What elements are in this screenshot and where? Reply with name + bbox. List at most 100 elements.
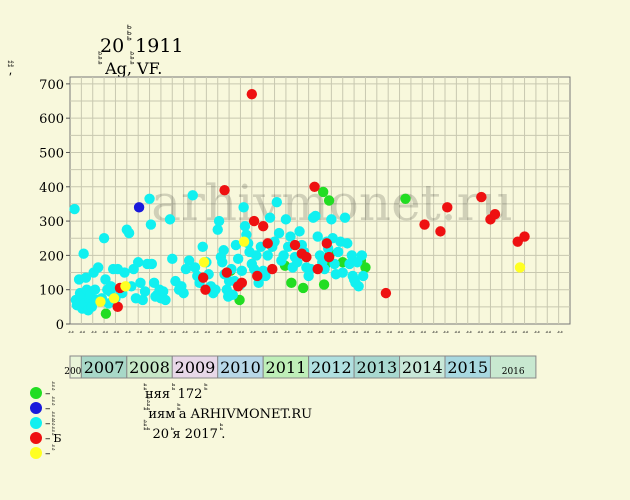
data-point <box>318 279 330 290</box>
legend-marker <box>30 387 42 399</box>
legend-label: – ꙺꙺ <box>45 447 54 460</box>
data-point <box>323 195 335 206</box>
data-point <box>239 221 251 232</box>
data-point <box>210 284 221 295</box>
data-point <box>297 282 309 294</box>
x-quarter-label: ꙺꙺ <box>136 330 142 333</box>
data-point <box>353 281 364 292</box>
data-point <box>280 214 292 225</box>
data-point <box>89 284 101 295</box>
data-point <box>310 210 321 222</box>
data-point <box>419 219 430 230</box>
data-point <box>246 88 258 100</box>
data-point <box>309 181 320 192</box>
data-point <box>286 277 297 289</box>
data-point <box>301 251 312 263</box>
data-point <box>267 263 278 275</box>
data-point <box>218 245 229 256</box>
data-point <box>213 215 225 227</box>
data-point <box>78 248 89 259</box>
data-point <box>100 308 112 319</box>
data-points <box>69 88 530 319</box>
year-label: 2014 <box>402 358 443 377</box>
data-point <box>357 270 369 282</box>
data-point <box>360 262 371 273</box>
data-point <box>183 255 195 266</box>
data-point <box>236 265 248 277</box>
legend-label: – ꙺꙺꙺꙺꙺБ <box>45 432 62 445</box>
data-point <box>197 241 208 253</box>
data-point <box>342 238 353 249</box>
data-point <box>212 224 223 235</box>
y-tick-label: 400 <box>39 181 64 196</box>
chart-notes: ꙺꙺняя ꙺꙺ 172 ꙺꙺ ꙺ ꙺꙺꙺꙺиям ꙺꙺа ARHIVMONET… <box>145 384 312 444</box>
data-point <box>137 294 148 306</box>
data-point <box>292 257 303 268</box>
y-tick-label: 300 <box>39 215 64 230</box>
data-point <box>69 203 80 215</box>
data-point <box>232 253 244 265</box>
y-tick-label: 200 <box>39 249 64 264</box>
legend-marker <box>30 402 42 414</box>
data-point <box>123 227 135 239</box>
data-point <box>323 251 335 263</box>
data-point <box>294 226 305 237</box>
year-label: 2008 <box>129 358 170 377</box>
y-tick-label: 700 <box>39 78 64 93</box>
year-label: 2010 <box>220 358 261 377</box>
data-point <box>139 286 151 297</box>
x-quarter-label: ꙺꙺ <box>261 330 267 333</box>
data-point <box>198 257 210 268</box>
legend-label: – ꙺꙺꙺ <box>45 417 54 430</box>
data-point <box>144 193 155 204</box>
data-point <box>167 253 178 265</box>
data-point <box>230 239 242 251</box>
data-point <box>332 246 344 258</box>
legend-marker <box>30 432 42 444</box>
y-tick-label: 500 <box>39 146 64 161</box>
chart-title: 20 ꙺꙺꙺ 1911 <box>100 35 184 57</box>
data-point <box>442 202 453 213</box>
data-point <box>119 267 130 278</box>
data-point <box>257 221 269 232</box>
data-point <box>120 281 131 292</box>
data-point <box>252 270 263 282</box>
x-axis: ꙺꙺꙺꙺꙺꙺꙺꙺꙺꙺꙺꙺꙺꙺꙺꙺꙺꙺꙺꙺꙺꙺꙺꙺꙺꙺꙺꙺꙺꙺꙺꙺꙺꙺꙺꙺꙺꙺꙺꙺ… <box>64 330 562 379</box>
data-point <box>217 257 228 268</box>
year-label: 2007 <box>84 358 125 377</box>
y-axis-label: ꙺꙺ,ꙺꙺ <box>9 63 13 77</box>
year-cell <box>489 355 537 379</box>
data-point <box>251 250 262 261</box>
data-point <box>112 301 123 313</box>
data-point <box>197 272 209 283</box>
data-point <box>514 262 526 273</box>
data-point <box>264 212 276 223</box>
data-point <box>271 197 283 208</box>
data-point <box>133 202 145 213</box>
data-point <box>189 262 201 273</box>
data-point <box>273 227 285 239</box>
data-point <box>80 272 92 283</box>
data-point <box>260 270 271 282</box>
data-point <box>339 212 351 223</box>
data-point <box>108 293 120 304</box>
y-tick-label: 600 <box>39 112 64 127</box>
data-point <box>262 250 273 261</box>
data-point <box>180 263 192 275</box>
data-point <box>135 277 146 289</box>
data-point <box>476 191 487 203</box>
data-point <box>489 209 501 220</box>
y-axis: 0 100 200 300 400 500 600 700 <box>39 78 70 333</box>
data-point <box>312 231 323 242</box>
data-point <box>317 186 329 198</box>
data-point <box>326 214 337 225</box>
note-line: ꙺꙺняя ꙺꙺ 172 ꙺꙺ <box>145 387 206 402</box>
x-quarter-label: ꙺꙺ <box>386 330 392 333</box>
data-point <box>238 236 250 247</box>
year-label: 2006 <box>64 367 87 377</box>
year-label: 2011 <box>266 358 307 377</box>
x-quarter-label: ꙺꙺ <box>511 330 517 333</box>
data-point <box>105 281 117 292</box>
data-point <box>289 239 301 251</box>
